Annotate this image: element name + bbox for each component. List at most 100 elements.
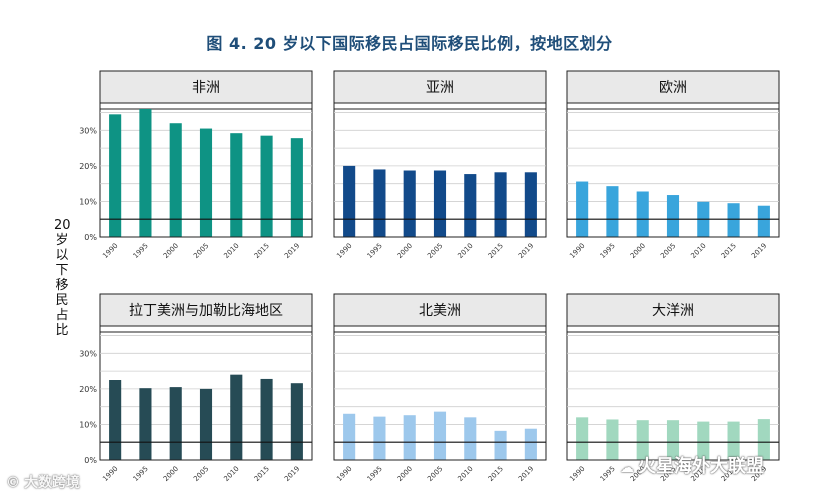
panel-header [99, 70, 313, 104]
bar [606, 419, 619, 460]
x-tick-label: 2019 [283, 242, 301, 260]
y-axis-label: 20 岁以下移民占比 [54, 218, 71, 338]
bar [373, 416, 386, 460]
bar [697, 421, 710, 460]
bar [230, 133, 243, 237]
bar [576, 181, 589, 237]
x-tick-label: 2005 [426, 242, 444, 260]
x-tick-label: 1995 [599, 242, 617, 260]
y-tick-label: 0% [84, 456, 97, 465]
x-tick-label: 2000 [162, 465, 180, 483]
bar [494, 172, 507, 237]
bar [757, 419, 770, 460]
watermark-left: © 大数跨境 [6, 472, 80, 492]
panel-header [566, 293, 780, 327]
bar [169, 123, 182, 237]
panel-header [333, 293, 547, 327]
bar [139, 109, 152, 237]
panel-header [566, 70, 780, 104]
y-tick-label: 30% [79, 126, 97, 135]
bar [464, 417, 477, 460]
panel-header [333, 70, 547, 104]
bar [576, 417, 589, 460]
x-tick-label: 2010 [456, 465, 474, 483]
bar [403, 170, 416, 237]
bar [757, 205, 770, 237]
x-tick-label: 2019 [750, 242, 768, 260]
x-tick-label: 2005 [192, 465, 210, 483]
bar [109, 114, 122, 237]
bar [290, 138, 303, 237]
x-tick-label: 1990 [568, 242, 586, 260]
bar [727, 203, 740, 237]
x-tick-label: 1995 [132, 242, 150, 260]
bar [524, 172, 537, 237]
watermark-right-text: 火星海外大联盟 [638, 456, 764, 477]
bar [666, 195, 680, 237]
bar [169, 387, 182, 460]
x-tick-label: 2015 [487, 465, 505, 483]
x-tick-label: 2010 [222, 242, 240, 260]
bar [403, 415, 416, 460]
x-tick-label: 2015 [253, 242, 271, 260]
bar [199, 128, 213, 237]
panel-title: 欧洲 [659, 80, 687, 96]
x-tick-label: 2005 [426, 465, 444, 483]
panel-title: 大洋洲 [652, 303, 694, 319]
x-tick-label: 1995 [132, 465, 150, 483]
bar [109, 380, 122, 460]
x-tick-label: 2019 [517, 465, 535, 483]
y-tick-label: 10% [79, 420, 97, 429]
bar [139, 388, 152, 460]
x-tick-label: 2010 [222, 465, 240, 483]
bar [433, 411, 447, 460]
bar [230, 374, 243, 460]
panel-title: 拉丁美洲与加勒比海地区 [129, 303, 283, 319]
bar [636, 420, 649, 460]
bar [727, 421, 740, 460]
y-axis-label-char: 下 [55, 263, 69, 278]
bar [260, 135, 273, 237]
y-axis-label-char: 民 [55, 293, 69, 308]
x-tick-label: 2000 [162, 242, 180, 260]
x-tick-label: 1990 [101, 465, 119, 483]
x-tick-label: 2010 [689, 242, 707, 260]
x-tick-label: 1995 [366, 465, 384, 483]
bar [343, 413, 356, 460]
x-tick-label: 2019 [517, 242, 535, 260]
bar [606, 186, 619, 237]
x-tick-label: 2005 [192, 242, 210, 260]
bar [464, 174, 477, 237]
x-tick-label: 2000 [396, 465, 414, 483]
watermark-right: ☁ 火星海外大联盟 [620, 452, 764, 478]
x-tick-label: 2000 [629, 242, 647, 260]
bar [343, 165, 356, 237]
x-tick-label: 1990 [568, 465, 586, 483]
bar [260, 378, 273, 460]
x-tick-label: 1990 [101, 242, 119, 260]
chart-title: 图 4. 20 岁以下国际移民占国际移民比例，按地区划分 [206, 34, 613, 53]
panel-title: 非洲 [192, 80, 220, 96]
x-tick-label: 2019 [283, 465, 301, 483]
x-tick-label: 2015 [720, 242, 738, 260]
x-tick-label: 1995 [599, 465, 617, 483]
y-axis-label-char: 20 [54, 218, 71, 233]
y-tick-label: 20% [79, 162, 97, 171]
bar [373, 169, 386, 237]
y-axis-label-char: 占 [55, 308, 69, 323]
y-tick-label: 10% [79, 197, 97, 206]
x-tick-label: 1990 [335, 465, 353, 483]
wechat-icon: ☁ [620, 460, 634, 476]
x-tick-label: 2015 [487, 242, 505, 260]
bar [290, 383, 303, 460]
y-axis-label-char: 移 [55, 278, 69, 293]
x-tick-label: 2010 [456, 242, 474, 260]
watermark-left-text: 大数跨境 [24, 475, 80, 491]
bar [494, 430, 507, 460]
bar [433, 170, 447, 237]
panel-header [99, 293, 313, 327]
circle-logo-icon: © [6, 475, 20, 491]
y-tick-label: 0% [84, 233, 97, 242]
panel-title: 亚洲 [426, 80, 454, 96]
